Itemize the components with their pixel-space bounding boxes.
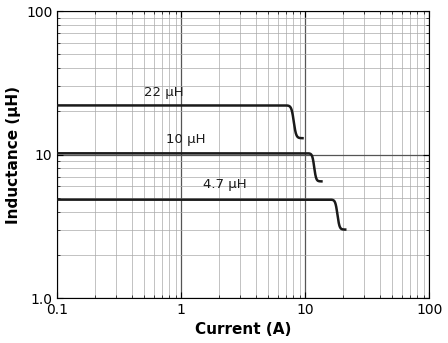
Y-axis label: Inductance (μH): Inductance (μH)	[5, 85, 21, 224]
Text: 22 μH: 22 μH	[144, 86, 184, 99]
Text: 4.7 μH: 4.7 μH	[203, 178, 247, 191]
X-axis label: Current (A): Current (A)	[195, 322, 292, 338]
Text: 10 μH: 10 μH	[166, 133, 205, 146]
